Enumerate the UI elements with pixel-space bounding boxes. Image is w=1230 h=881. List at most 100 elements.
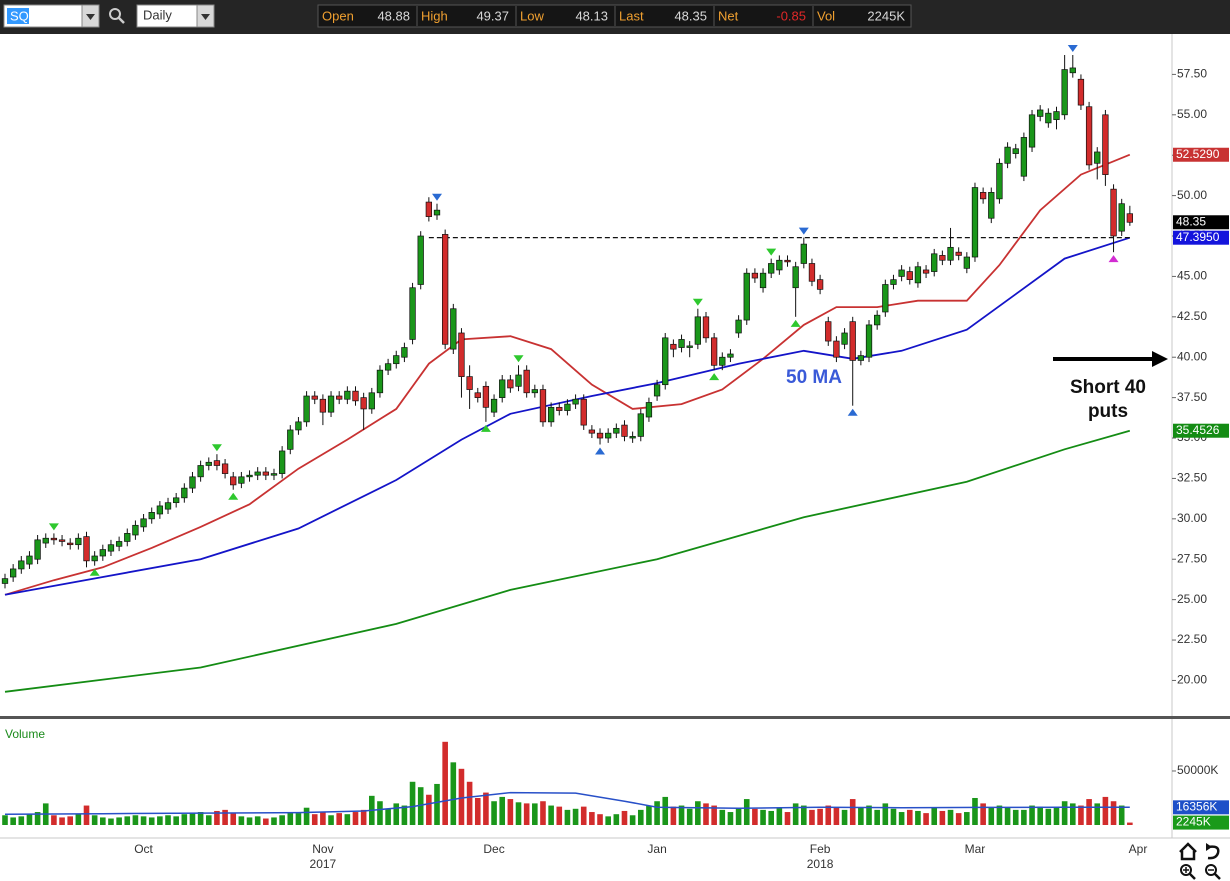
- candle-body: [833, 340, 840, 358]
- candle-body: [409, 287, 416, 340]
- volume-bar: [686, 808, 693, 825]
- candle-body: [376, 369, 384, 394]
- zoom-out-icon[interactable]: [1205, 864, 1221, 880]
- candle-body: [768, 263, 775, 274]
- volume-bar: [377, 801, 383, 825]
- volume-bar: [1118, 805, 1125, 825]
- volume-bar: [51, 815, 57, 825]
- volume-bar: [287, 812, 294, 825]
- candle-body: [442, 234, 449, 345]
- volume-bar: [964, 812, 970, 825]
- volume-bar: [605, 816, 611, 825]
- volume-bar: [760, 809, 766, 825]
- volume-bar: [678, 805, 685, 825]
- search-icon[interactable]: [109, 8, 125, 24]
- candle-body: [140, 518, 147, 528]
- y-tick-label: 42.50: [1177, 309, 1207, 323]
- home-icon[interactable]: [1179, 842, 1197, 861]
- candle-body: [295, 421, 302, 431]
- candle-body: [287, 429, 294, 450]
- volume-bar: [1127, 822, 1133, 825]
- x-tick-label: Oct: [134, 842, 153, 856]
- candle-body: [1085, 106, 1093, 166]
- volume-bar: [124, 816, 131, 825]
- volume-bar: [426, 794, 432, 825]
- candle-body: [792, 266, 799, 289]
- volume-title: Volume: [5, 727, 45, 741]
- candle-body: [874, 314, 881, 326]
- undo-icon[interactable]: [1206, 843, 1220, 860]
- volume-bar: [898, 812, 905, 825]
- volume-bar: [303, 807, 310, 825]
- candle-body: [490, 398, 498, 413]
- volume-bar: [727, 812, 734, 825]
- candle-body: [181, 487, 188, 499]
- volume-bar: [148, 817, 155, 825]
- volume-bar: [589, 812, 595, 825]
- candle-body: [270, 473, 278, 476]
- candle-body: [107, 544, 115, 552]
- volume-bar: [417, 787, 424, 825]
- volume-bar: [637, 809, 644, 825]
- candle-body: [246, 474, 253, 478]
- volume-bar: [841, 809, 848, 825]
- volume-bar: [132, 815, 139, 825]
- volume-bar: [320, 812, 326, 825]
- volume-flag: [1173, 800, 1229, 815]
- quote-label: Low: [520, 8, 544, 23]
- candle-body: [393, 355, 400, 365]
- volume-bar: [1029, 805, 1035, 825]
- volume-bar: [1094, 803, 1101, 825]
- volume-bar: [1110, 801, 1117, 825]
- dropdown-arrow: [86, 14, 95, 20]
- volume-bar: [556, 806, 563, 825]
- volume-bar: [1053, 807, 1060, 825]
- candle-body: [702, 316, 710, 339]
- volume-bar: [279, 815, 285, 825]
- volume-bar: [1004, 807, 1011, 825]
- volume-bar: [434, 783, 440, 825]
- candle-body: [580, 398, 587, 426]
- y-tick-label: 27.50: [1177, 551, 1207, 565]
- x-year-label: 2017: [310, 857, 337, 871]
- volume-bar: [646, 805, 652, 825]
- zoom-in-icon[interactable]: [1180, 864, 1196, 880]
- volume-bar: [621, 810, 628, 825]
- volume-bar: [882, 803, 889, 825]
- volume-bar: [165, 815, 171, 825]
- candle-body: [939, 255, 946, 261]
- candle-body: [26, 555, 33, 565]
- selection: [7, 8, 29, 24]
- candle-body: [352, 390, 359, 402]
- candle-body: [800, 243, 807, 264]
- volume-bar: [711, 805, 717, 825]
- volume-bar: [784, 812, 791, 825]
- x-tick-label: Nov: [312, 842, 333, 856]
- quote-label: Vol: [817, 8, 835, 23]
- candle-body: [988, 192, 995, 219]
- candle-body: [645, 402, 653, 418]
- candle-body: [344, 390, 351, 400]
- candle-body: [1118, 203, 1125, 232]
- candle-body: [417, 235, 424, 285]
- candle-body: [556, 406, 563, 411]
- volume-bar: [205, 815, 212, 825]
- volume-bar: [173, 816, 179, 825]
- quote-label: Net: [718, 8, 739, 23]
- ma-annotation: 50 MA: [786, 367, 842, 388]
- volume-bar: [34, 812, 41, 825]
- volume-bar: [817, 808, 823, 825]
- candle-body: [547, 406, 555, 423]
- volume-bar: [385, 808, 391, 825]
- volume-bar: [1021, 809, 1027, 825]
- candle-body: [205, 461, 212, 466]
- candle-body: [433, 209, 441, 216]
- y-tick-label: 32.50: [1177, 471, 1207, 485]
- candle-body: [466, 376, 473, 390]
- volume-average: [4, 791, 1130, 815]
- price-flag: [1173, 423, 1229, 438]
- candle-body: [401, 347, 408, 358]
- pivot-marker: [89, 568, 100, 576]
- candle-body: [213, 460, 221, 466]
- volume-bar: [352, 812, 359, 825]
